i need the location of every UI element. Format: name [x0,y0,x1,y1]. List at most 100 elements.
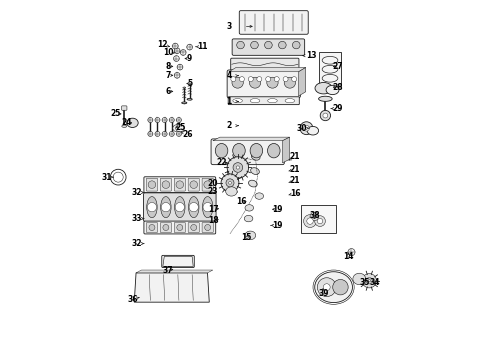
Text: 24: 24 [122,118,132,127]
Circle shape [162,117,167,122]
Text: 31: 31 [101,173,112,182]
Text: 28: 28 [333,83,343,92]
Ellipse shape [188,84,191,85]
Text: 21: 21 [290,176,300,185]
Circle shape [257,77,262,82]
Circle shape [303,125,309,131]
FancyBboxPatch shape [239,11,308,34]
Ellipse shape [182,102,187,104]
Circle shape [323,113,328,118]
FancyBboxPatch shape [174,178,185,191]
FancyBboxPatch shape [227,70,300,98]
FancyBboxPatch shape [211,139,284,165]
Text: 7: 7 [166,71,171,80]
Text: 21: 21 [290,152,300,161]
Circle shape [161,203,171,212]
Polygon shape [283,137,290,163]
Circle shape [362,274,376,288]
FancyBboxPatch shape [147,222,157,233]
Circle shape [283,77,288,82]
FancyBboxPatch shape [122,106,127,110]
Text: 15: 15 [242,233,252,242]
Text: 1: 1 [226,97,232,106]
Circle shape [300,122,313,135]
Circle shape [266,77,270,82]
FancyBboxPatch shape [232,39,305,55]
Text: 33: 33 [132,214,143,223]
Ellipse shape [226,187,237,196]
FancyBboxPatch shape [147,178,157,191]
Circle shape [180,50,186,55]
Circle shape [173,56,179,62]
Text: 32: 32 [132,188,143,197]
Ellipse shape [249,77,261,88]
Ellipse shape [268,144,280,158]
Ellipse shape [245,204,253,211]
Ellipse shape [245,215,253,222]
FancyBboxPatch shape [188,222,199,233]
Ellipse shape [307,126,318,135]
Ellipse shape [250,99,260,103]
Circle shape [174,72,180,78]
Text: 25: 25 [111,109,121,118]
Ellipse shape [233,144,245,158]
Ellipse shape [127,118,138,127]
Polygon shape [298,67,306,96]
Ellipse shape [187,98,192,100]
Circle shape [236,166,240,169]
Circle shape [162,131,167,136]
Text: 5: 5 [187,79,192,88]
Ellipse shape [233,99,243,103]
Polygon shape [229,67,306,72]
Ellipse shape [293,41,300,49]
Ellipse shape [326,85,339,95]
Ellipse shape [176,125,184,132]
Circle shape [248,77,253,82]
Text: 10: 10 [163,48,173,57]
Text: 27: 27 [333,62,343,71]
Text: 39: 39 [318,289,329,298]
Polygon shape [136,270,213,273]
Text: 19: 19 [272,205,282,214]
Circle shape [226,179,234,187]
Ellipse shape [173,125,181,132]
Circle shape [205,225,211,230]
Circle shape [149,225,155,230]
Circle shape [307,218,313,224]
Circle shape [240,77,245,82]
Ellipse shape [202,197,213,218]
Circle shape [221,174,239,192]
Text: 8: 8 [166,62,171,71]
Text: 16: 16 [290,189,300,198]
Circle shape [177,64,183,70]
Circle shape [368,280,370,282]
Text: 30: 30 [297,124,307,133]
Circle shape [169,117,174,122]
Circle shape [189,203,198,212]
Text: 22: 22 [217,158,227,167]
Circle shape [174,48,180,54]
Circle shape [148,131,153,136]
Ellipse shape [245,231,256,240]
Circle shape [227,157,248,178]
Ellipse shape [265,41,272,49]
Circle shape [162,181,170,188]
FancyBboxPatch shape [228,97,299,105]
Ellipse shape [251,153,260,160]
Text: 12: 12 [158,40,168,49]
Ellipse shape [237,41,245,49]
FancyBboxPatch shape [301,205,336,233]
Circle shape [310,212,318,221]
Ellipse shape [268,99,277,103]
Circle shape [191,225,197,230]
Ellipse shape [215,144,228,158]
Circle shape [320,111,331,121]
Circle shape [155,117,160,122]
Circle shape [312,214,317,219]
Ellipse shape [267,77,278,88]
Circle shape [148,181,156,188]
Ellipse shape [285,99,294,103]
Text: 38: 38 [309,211,320,220]
Text: 13: 13 [306,51,317,60]
Circle shape [233,163,243,172]
